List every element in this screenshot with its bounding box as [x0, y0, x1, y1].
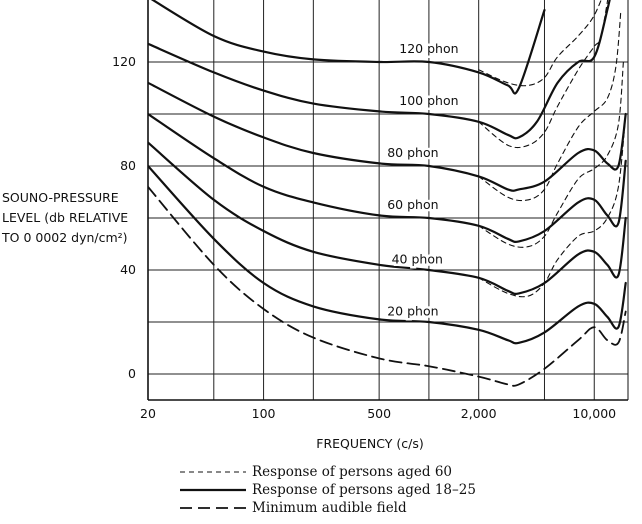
x-tick-label: 500 — [367, 406, 391, 421]
curve-aged-18-25-120-phon — [150, 0, 546, 95]
curve-labels: 120 phon 100 phon 80 phon 60 phon 40 phon 20 … — [385, 39, 461, 322]
curve-minimum-audible-field — [148, 185, 627, 387]
phon-label: 80 phon — [387, 145, 438, 160]
y-tick-label: 40 — [120, 262, 136, 277]
curve-aged-60-120-phon — [478, 0, 602, 87]
phon-label: 20 phon — [387, 304, 438, 319]
curve-aged-60-40-phon — [478, 113, 627, 298]
phon-label: 40 phon — [392, 252, 443, 267]
phon-label: 100 phon — [399, 93, 458, 108]
tick-labels: 20 100 500 2,000 10,000 0 40 80 120 — [112, 54, 616, 421]
x-axis-label: FREQUENCY (c/s) — [316, 436, 423, 451]
x-tick-label: 20 — [140, 406, 156, 421]
phon-label: 60 phon — [387, 197, 438, 212]
curve-aged-60-60-phon — [478, 61, 624, 248]
curve-aged-18-25-60-phon — [148, 112, 627, 244]
x-tick-label: 100 — [252, 406, 276, 421]
legend-label: Minimum audible field — [252, 500, 407, 516]
curves — [148, 0, 627, 387]
phon-label: 120 phon — [399, 41, 458, 56]
plot-frame — [147, 0, 629, 401]
curve-aged-18-25-80-phon — [148, 81, 627, 192]
curve-aged-18-25-40-phon — [148, 141, 627, 296]
y-axis-label-line: LEVEL (db RELATIVE — [2, 210, 128, 225]
y-axis-label-line: SOUNO-PRESSURE — [2, 190, 119, 205]
x-tick-label: 10,000 — [572, 406, 616, 421]
curve-aged-60-80-phon — [478, 9, 622, 202]
y-tick-label: 0 — [128, 366, 136, 381]
x-tick-label: 2,000 — [461, 406, 497, 421]
legend-label: Response of persons aged 18–25 — [252, 482, 476, 498]
curve-aged-60-100-phon — [478, 0, 609, 149]
y-axis-label-line: TO 0 0002 dyn/cm²) — [1, 230, 128, 245]
y-axis-label: SOUNO-PRESSURE LEVEL (db RELATIVE TO 0 0… — [1, 190, 128, 245]
y-tick-label: 120 — [112, 54, 136, 69]
y-tick-label: 80 — [120, 158, 136, 173]
legend-label: Response of persons aged 60 — [252, 464, 452, 480]
grid — [147, 0, 628, 400]
legend: Response of persons aged 60 Response of p… — [180, 464, 476, 516]
curve-aged-18-25-20-phon — [148, 164, 627, 345]
curve-aged-18-25-100-phon — [148, 0, 611, 140]
